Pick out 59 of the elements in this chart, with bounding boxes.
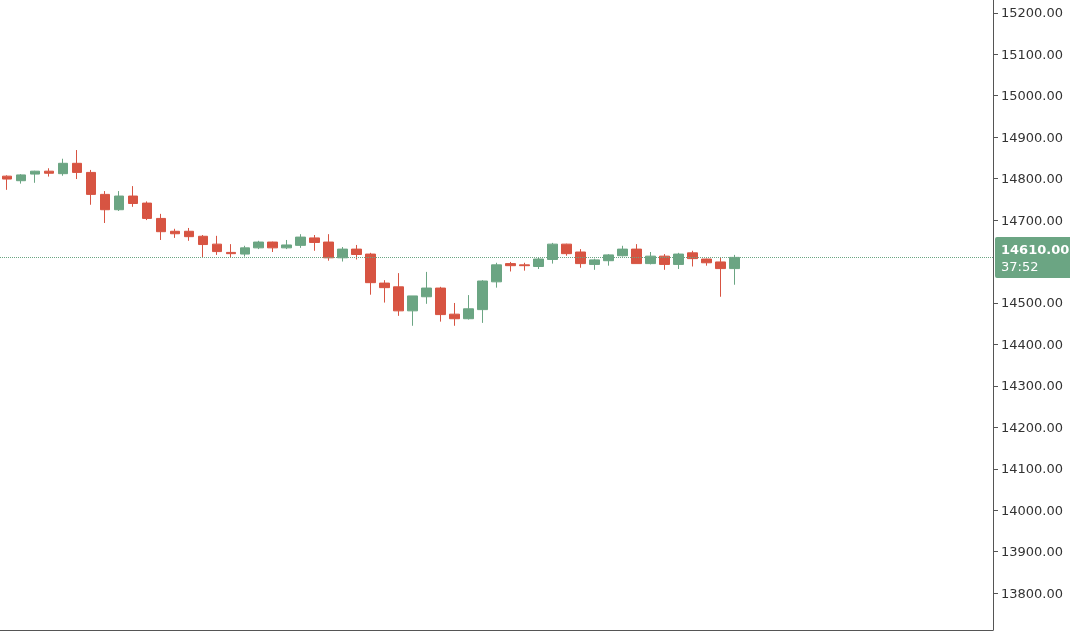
- candlestick: [393, 272, 404, 317]
- candlestick: [561, 243, 572, 257]
- candlestick: [351, 244, 362, 260]
- candlestick: [100, 190, 110, 224]
- y-tick-label: 14000.00: [1001, 502, 1064, 518]
- candlestick: [323, 233, 334, 262]
- candlestick: [365, 252, 376, 296]
- y-tick-label: 15000.00: [1001, 88, 1064, 104]
- text: 37:52: [1001, 258, 1039, 274]
- candlestick: [421, 271, 432, 305]
- candlestick: [701, 258, 712, 267]
- candlestick: [449, 302, 460, 327]
- candlestick: [631, 243, 642, 265]
- candlestick: [253, 240, 264, 250]
- candlestick: [2, 174, 12, 191]
- candlestick: [463, 294, 474, 321]
- y-tick-label: 14900.00: [1001, 129, 1064, 145]
- y-tick-label: 13800.00: [1001, 585, 1064, 601]
- y-tick-label: 14800.00: [1001, 171, 1064, 187]
- candlestick: [659, 253, 670, 271]
- candlestick: [170, 228, 180, 239]
- y-tick-label: 14700.00: [1001, 212, 1064, 228]
- y-tick-label: 15200.00: [1001, 5, 1064, 21]
- candlestick: [114, 190, 124, 212]
- candlestick: [142, 200, 152, 221]
- y-tick-label: 14100.00: [1001, 461, 1064, 477]
- candlestick: [212, 235, 222, 256]
- candlestick: [379, 279, 390, 304]
- candlestick: [156, 213, 166, 241]
- candlestick: [267, 241, 278, 253]
- candlestick: [491, 262, 502, 289]
- candlestick: [30, 170, 40, 184]
- candlestick: [519, 262, 530, 272]
- candlestick: [505, 261, 516, 272]
- candlestick: [86, 169, 96, 206]
- candlestick: [715, 257, 726, 298]
- y-tick-label: 13900.00: [1001, 544, 1064, 560]
- candlestick: [198, 234, 208, 259]
- candlestick: [226, 243, 236, 258]
- y-tick-label: 14200.00: [1001, 419, 1064, 435]
- y-tick-label: 14500.00: [1001, 295, 1064, 311]
- y-tick-label: 14300.00: [1001, 378, 1064, 394]
- candlestick: [72, 149, 82, 180]
- y-tick-label: 14400.00: [1001, 336, 1064, 352]
- candlestick: [309, 234, 320, 252]
- candlestick: [128, 185, 138, 208]
- candlestick: [58, 158, 68, 177]
- candlestick: [281, 239, 292, 250]
- candlestick: [477, 279, 488, 324]
- y-tick-label: 15100.00: [1001, 46, 1064, 62]
- candlestick: [687, 250, 698, 268]
- candlestick: [575, 248, 586, 269]
- candlestick: [435, 286, 446, 323]
- candlestick: [407, 295, 418, 327]
- candlestick: [295, 233, 306, 249]
- candlestick: [44, 167, 54, 178]
- ref-line-label: 14610.00: [1001, 241, 1070, 257]
- candlestick: [184, 227, 194, 242]
- candlestick: [16, 173, 26, 185]
